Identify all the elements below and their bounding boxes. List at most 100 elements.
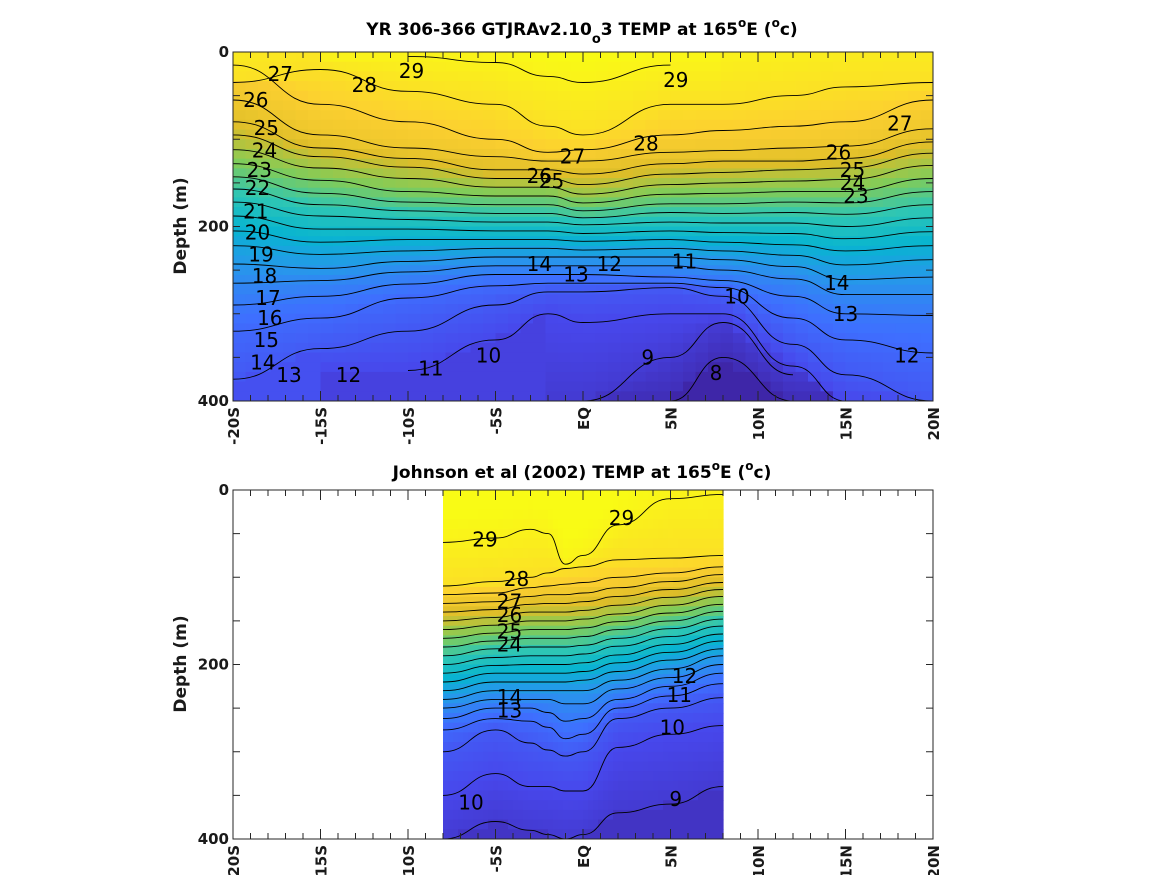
heatmap-cell bbox=[308, 119, 322, 131]
heatmap-cell bbox=[443, 771, 449, 782]
heatmap-cell bbox=[733, 371, 747, 383]
heatmap-cell bbox=[620, 110, 634, 121]
heatmap-cell bbox=[453, 712, 459, 724]
heatmap-cell bbox=[620, 371, 634, 383]
heatmap-cell bbox=[593, 751, 599, 763]
heatmap-cell bbox=[688, 616, 694, 627]
heatmap-cell bbox=[245, 52, 259, 63]
heatmap-cell bbox=[568, 712, 574, 724]
heatmap-cell bbox=[528, 790, 534, 801]
heatmap-cell bbox=[358, 129, 372, 140]
heatmap-cell bbox=[608, 722, 614, 733]
heatmap-cell bbox=[573, 712, 579, 724]
heatmap-cell bbox=[608, 674, 614, 685]
heatmap-cell bbox=[920, 119, 933, 131]
heatmap-cell bbox=[458, 499, 464, 510]
contour-line-20 bbox=[442, 618, 724, 657]
heatmap-cell bbox=[620, 274, 634, 286]
heatmap-cell bbox=[920, 333, 933, 344]
heatmap-cell bbox=[708, 352, 722, 363]
heatmap-cell bbox=[593, 586, 599, 598]
heatmap-cell bbox=[688, 548, 694, 559]
heatmap-cell bbox=[308, 148, 322, 160]
heatmap-cell bbox=[448, 761, 454, 772]
heatmap-cell bbox=[538, 829, 544, 839]
heatmap-cell bbox=[653, 751, 659, 763]
heatmap-cell bbox=[678, 586, 684, 598]
heatmap-cell bbox=[495, 158, 509, 169]
heatmap-cell bbox=[623, 490, 629, 501]
heatmap-cell bbox=[718, 596, 724, 607]
heatmap-cell bbox=[513, 809, 519, 821]
heatmap-cell bbox=[588, 771, 594, 782]
heatmap-cell bbox=[733, 119, 747, 131]
heatmap-cell bbox=[245, 90, 259, 102]
heatmap-cell bbox=[463, 809, 469, 821]
heatmap-cell bbox=[645, 158, 659, 169]
heatmap-cell bbox=[533, 557, 539, 569]
heatmap-cell bbox=[598, 761, 604, 772]
heatmap-cell bbox=[670, 148, 684, 160]
heatmap-cell bbox=[520, 129, 534, 140]
heatmap-cell bbox=[833, 304, 847, 315]
heatmap-cell bbox=[633, 683, 639, 695]
heatmap-cell bbox=[895, 178, 909, 189]
heatmap-cell bbox=[713, 751, 719, 763]
heatmap-cell bbox=[698, 742, 704, 753]
heatmap-cell bbox=[593, 635, 599, 646]
heatmap-cell bbox=[528, 606, 534, 617]
heatmap-cell bbox=[520, 119, 534, 131]
heatmap-cell bbox=[633, 654, 639, 666]
heatmap-cell bbox=[808, 381, 822, 392]
heatmap-cell bbox=[453, 751, 459, 763]
heatmap-cell bbox=[808, 158, 822, 169]
heatmap-cell bbox=[883, 148, 897, 160]
heatmap-cell bbox=[733, 148, 747, 160]
contour-line-11 bbox=[233, 287, 933, 401]
heatmap-cell bbox=[628, 625, 634, 637]
heatmap-cell bbox=[608, 712, 614, 724]
heatmap-cell bbox=[548, 499, 554, 510]
heatmap-cell bbox=[563, 732, 569, 743]
heatmap-cell bbox=[308, 52, 322, 63]
heatmap-cell bbox=[563, 519, 569, 530]
heatmap-cell bbox=[688, 606, 694, 617]
heatmap-cell bbox=[620, 119, 634, 131]
heatmap-cell bbox=[745, 304, 759, 315]
heatmap-cell bbox=[658, 829, 664, 839]
heatmap-cell bbox=[568, 800, 574, 811]
heatmap-cell bbox=[698, 577, 704, 588]
heatmap-cell bbox=[683, 236, 697, 247]
heatmap-cell bbox=[588, 693, 594, 704]
heatmap-cell bbox=[445, 371, 459, 383]
heatmap-cell bbox=[395, 81, 409, 92]
heatmap-cell bbox=[443, 548, 449, 559]
heatmap-cell bbox=[683, 499, 689, 510]
heatmap-cell bbox=[908, 362, 922, 373]
heatmap-cell bbox=[783, 158, 797, 169]
heatmap-cell bbox=[663, 586, 669, 598]
heatmap-cell bbox=[678, 742, 684, 753]
heatmap-cell bbox=[370, 197, 384, 208]
heatmap-cell bbox=[538, 771, 544, 782]
heatmap-cell bbox=[633, 158, 647, 169]
heatmap-cell bbox=[608, 313, 622, 325]
heatmap-cell bbox=[543, 509, 549, 520]
heatmap-cell bbox=[573, 616, 579, 627]
heatmap-cell bbox=[563, 809, 569, 821]
heatmap-cell bbox=[703, 771, 709, 782]
heatmap-cell bbox=[548, 829, 554, 839]
heatmap-cell bbox=[583, 635, 589, 646]
contour-label: 12 bbox=[597, 252, 622, 276]
heatmap-cell bbox=[695, 129, 709, 140]
heatmap-cell bbox=[358, 178, 372, 189]
heatmap-cell bbox=[445, 197, 459, 208]
heatmap-cell bbox=[468, 499, 474, 510]
heatmap-cell bbox=[633, 352, 647, 363]
x-tick-label: -15S bbox=[313, 845, 331, 875]
heatmap-cell bbox=[645, 362, 659, 373]
heatmap-cell bbox=[620, 323, 634, 334]
heatmap-cell bbox=[463, 528, 469, 540]
heatmap-cell bbox=[295, 274, 309, 286]
heatmap-cell bbox=[628, 557, 634, 569]
